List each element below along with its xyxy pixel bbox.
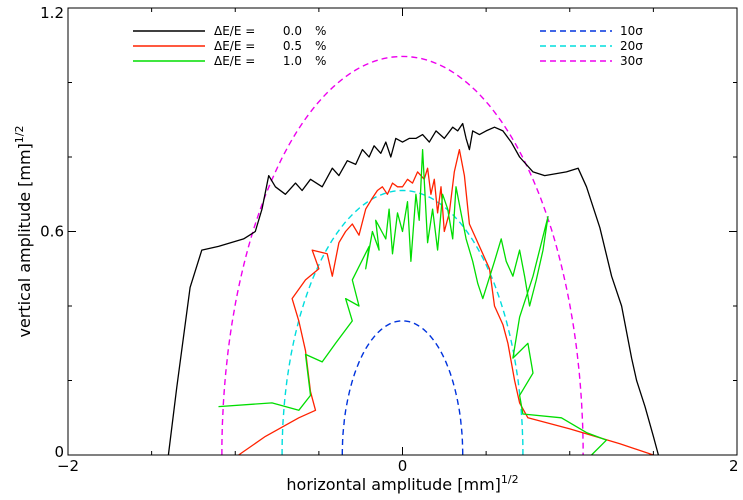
sigma-ellipse-2 [281, 189, 524, 455]
legend-dp-unit-1: % [315, 24, 326, 38]
y-axis-label: vertical amplitude [mm]1/2 [13, 125, 34, 337]
legend-dp-prefix-2: ΔE/E = [214, 39, 255, 53]
x-tick-label-2: 0 [398, 457, 408, 475]
legend-dp-prefix-3: ΔE/E = [214, 54, 255, 68]
x-tick-label-1: −2 [57, 457, 79, 475]
y-tick-label-2: 0.6 [40, 223, 64, 241]
x-axis-label: horizontal amplitude [mm]1/2 [286, 473, 518, 494]
sigma-ellipse-3 [221, 55, 584, 455]
legend-sigma-label-3: 30σ [620, 54, 643, 68]
series-line-3 [218, 148, 608, 456]
legend-dp-unit-2: % [315, 39, 326, 53]
axis-labels: horizontal amplitude [mm]1/2 vertical amp… [13, 125, 519, 494]
sigma-ellipses [221, 55, 584, 455]
legend-sigma-label-2: 20σ [620, 39, 643, 53]
y-axis-label-power: 1/2 [13, 125, 26, 143]
x-axis-label-power: 1/2 [501, 473, 519, 486]
y-tick-label-3: 1.2 [40, 4, 64, 22]
axis-ticks: −2 0 200.61.2 [40, 4, 738, 475]
series-line-2 [238, 148, 654, 456]
legend-dp-prefix-1: ΔE/E = [214, 24, 255, 38]
legend-dp-value-2: 0.5 [283, 39, 302, 53]
legend-dp-unit-3: % [315, 54, 326, 68]
legend-dp-value-3: 1.0 [283, 54, 302, 68]
legend-dp-value-1: 0.0 [283, 24, 302, 38]
legend-sigma-label-1: 10σ [620, 24, 643, 38]
y-tick-label-1: 0 [54, 443, 64, 461]
sigma-ellipse-1 [341, 320, 464, 455]
data-series [167, 122, 660, 456]
series-line-1 [167, 122, 660, 456]
x-tick-label-3: 2 [729, 457, 739, 475]
